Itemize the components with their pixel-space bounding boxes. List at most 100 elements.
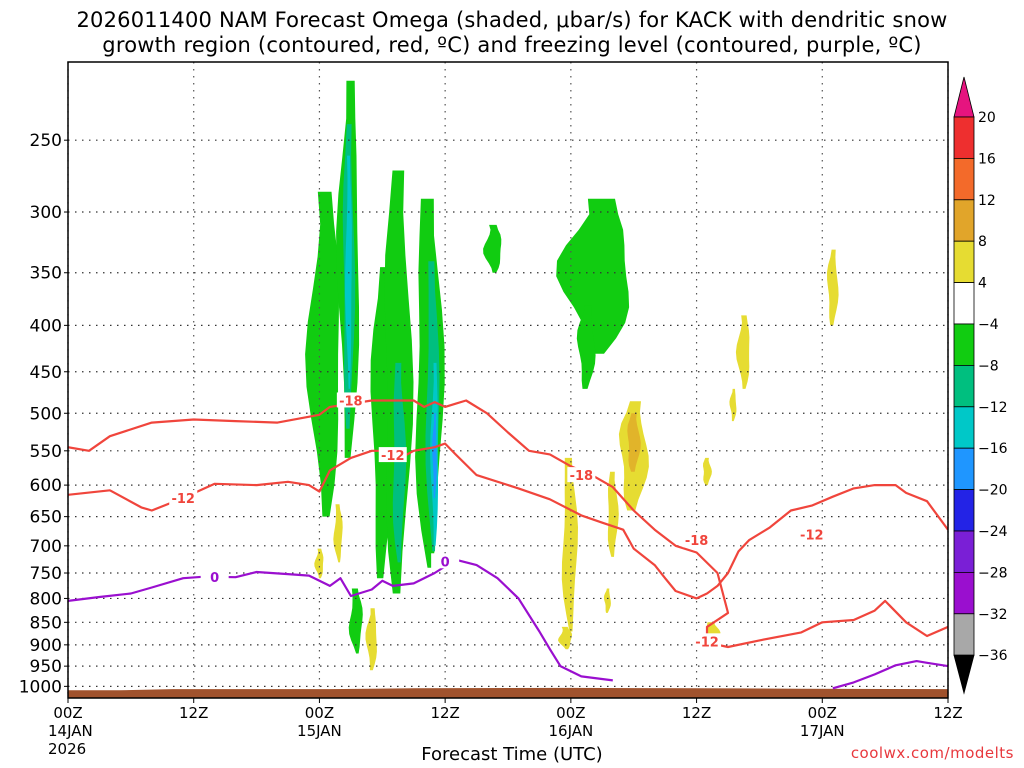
colorbar-bin: [953, 199, 975, 242]
time-tick-label: 12Z: [933, 704, 962, 722]
contour-label-bg: [336, 392, 365, 408]
contour-label-bg: [567, 467, 596, 483]
pressure-tick-label: 250: [30, 131, 62, 151]
colorbar-bin: [953, 364, 975, 408]
date-tick-label: 16JAN: [548, 722, 593, 740]
colorbar-label: 8: [978, 234, 987, 250]
contour-label: -12: [695, 635, 719, 650]
contour-line--12: [68, 442, 948, 600]
time-tick-label: 12Z: [179, 704, 208, 722]
omega-region--8_-4: [305, 191, 340, 517]
pressure-tick-label: 700: [30, 537, 62, 557]
colorbar-label: −8: [978, 358, 999, 374]
ground-terrain: [68, 687, 948, 698]
site-credit: coolwx.com/modelts: [850, 744, 1014, 762]
colorbar-bin: [953, 323, 975, 366]
colorbar-bin: [953, 240, 975, 283]
time-tick-label: 00Z: [305, 704, 334, 722]
colorbar-bin: [953, 572, 975, 615]
pressure-tick-label: 650: [30, 508, 62, 528]
pressure-tick-label: 550: [30, 442, 62, 462]
omega-region-4_8: [333, 504, 343, 563]
colorbar-bin: [953, 406, 975, 449]
colorbar-bin: [953, 489, 975, 532]
pressure-tick-label: 1000: [19, 677, 62, 697]
colorbar-label: −16: [978, 441, 1008, 457]
contour-label-bg: [378, 447, 407, 463]
plot-frame: [67, 61, 949, 699]
colorbar-bin: [953, 530, 975, 573]
omega-region--8_-4: [556, 198, 630, 354]
time-tick-label: 12Z: [430, 704, 459, 722]
date-tick-label: 15JAN: [297, 722, 342, 740]
omega-region-4_8: [365, 608, 377, 671]
contour-layer: -18 -18 -18 -12 -12 -12 -12 0 0: [68, 392, 948, 690]
contour-label-bg: [693, 633, 722, 649]
contour-label: -12: [171, 492, 195, 507]
pressure-tick-label: 450: [30, 363, 62, 383]
contour-label: -12: [381, 449, 405, 464]
pressure-tick-label: 500: [30, 404, 62, 424]
pressure-tick-label: 350: [30, 264, 62, 284]
omega-shading-layer: [305, 80, 839, 671]
omega-colorbar: 20 16 12 8 4 −4 −8 −12 −16 −20 −24 −28 −32 −36: [953, 76, 1008, 695]
colorbar-label: −24: [978, 524, 1008, 540]
date-tick-label: 17JAN: [800, 722, 845, 740]
omega-region-4_8: [314, 548, 324, 579]
pressure-tick-label: 950: [30, 657, 62, 677]
contour-line-0right: [832, 660, 948, 690]
omega-region-4_8: [735, 315, 750, 389]
year-tick-label: 2026: [48, 740, 86, 758]
colorbar-label: 20: [978, 110, 996, 126]
omega-region--20_-16: [432, 413, 437, 498]
colorbar-label: −12: [978, 400, 1008, 416]
contour-label: -12: [800, 528, 824, 543]
contour-label-bg: [169, 490, 198, 506]
omega-region-4_8: [558, 626, 572, 650]
omega-region-4_8: [703, 457, 712, 486]
colorbar-bin: [953, 282, 975, 325]
pressure-tick-label: 600: [30, 476, 62, 496]
contour-label: -18: [339, 394, 363, 409]
colorbar-label: 12: [978, 193, 996, 209]
colorbar-label: −20: [978, 483, 1008, 499]
colorbar-label: −28: [978, 565, 1008, 581]
pressure-tick-label: 850: [30, 613, 62, 633]
time-tick-label: 00Z: [53, 704, 82, 722]
time-tick-label: 12Z: [682, 704, 711, 722]
contour-label: 0: [210, 571, 219, 586]
x-axis-title: Forecast Time (UTC): [421, 744, 603, 765]
colorbar-label: −36: [978, 648, 1008, 664]
colorbar-label: −32: [978, 607, 1008, 623]
time-tick-label: 00Z: [556, 704, 585, 722]
contour-label-bg: [797, 526, 826, 542]
contour-label-bg: [682, 532, 711, 548]
colorbar-label: −4: [978, 317, 999, 333]
colorbar-label: 4: [978, 276, 987, 292]
omega-region--8_-4: [348, 588, 363, 654]
colorbar-top-arrow: [953, 76, 975, 118]
contour-label: -18: [685, 534, 709, 549]
pressure-tick-label: 400: [30, 316, 62, 336]
colorbar-bin: [953, 157, 975, 201]
colorbar-bin: [953, 447, 975, 491]
omega-region--8_-4: [576, 305, 596, 389]
time-tick-label: 00Z: [808, 704, 837, 722]
omega-region-4_8: [607, 471, 619, 557]
omega-region-4_8: [561, 457, 578, 632]
contour-label-bg: [200, 569, 229, 585]
omega-region-4_8: [729, 388, 737, 422]
pressure-tick-label: 750: [30, 564, 62, 584]
contour-line-0: [68, 558, 613, 682]
chart-title-line-2: growth region (contoured, red, ºC) and f…: [102, 33, 922, 57]
pressure-tick-label: 300: [30, 203, 62, 223]
contour-label-bg: [431, 553, 460, 569]
omega-region--12_-8: [392, 362, 407, 563]
contour-label: -18: [570, 469, 594, 484]
colorbar-bin: [953, 613, 975, 656]
date-tick-label: 14JAN: [48, 722, 93, 740]
pressure-tick-label: 800: [30, 589, 62, 609]
omega-region-8_12: [627, 413, 641, 472]
omega-region-4_8: [827, 249, 839, 326]
